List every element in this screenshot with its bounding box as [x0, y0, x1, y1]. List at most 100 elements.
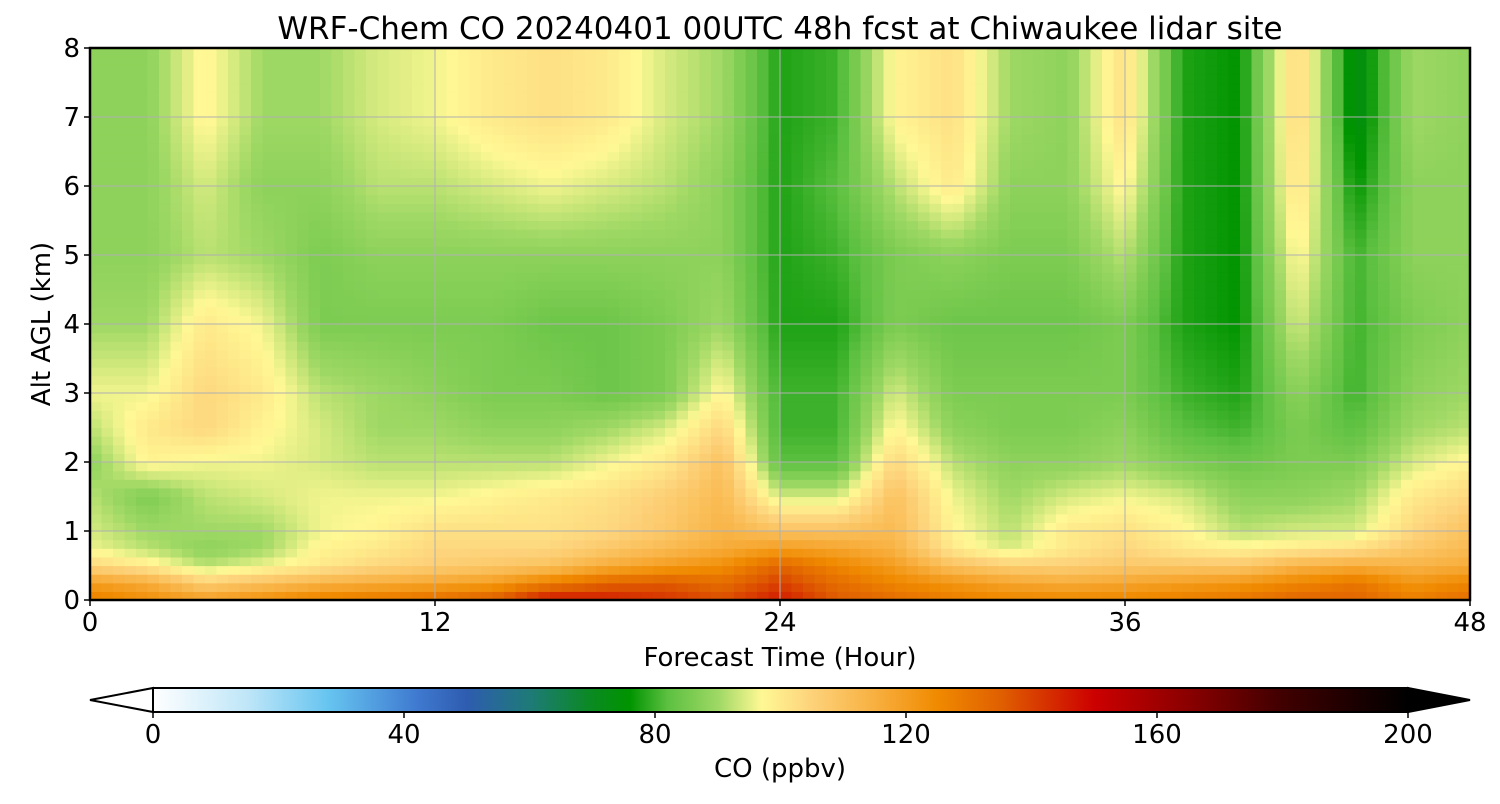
heatmap-cell — [883, 298, 896, 308]
heatmap-cell — [596, 436, 609, 446]
heatmap-cell — [757, 401, 770, 411]
heatmap-cell — [849, 117, 862, 127]
heatmap-cell — [653, 393, 666, 403]
heatmap-cell — [343, 280, 356, 291]
heatmap-cell — [964, 306, 977, 316]
heatmap-cell — [366, 505, 379, 515]
heatmap-cell — [481, 65, 494, 75]
heatmap-cell — [193, 539, 206, 549]
heatmap-cell — [377, 99, 390, 109]
heatmap-cell — [527, 91, 540, 101]
heatmap-cell — [964, 410, 977, 420]
heatmap-cell — [538, 453, 551, 463]
heatmap-cell — [619, 142, 632, 153]
heatmap-cell — [239, 306, 252, 316]
heatmap-cell — [400, 211, 413, 222]
heatmap-cell — [722, 125, 735, 135]
heatmap-cell — [791, 263, 804, 273]
heatmap-cell — [205, 315, 218, 325]
heatmap-cell — [147, 375, 160, 385]
heatmap-cell — [205, 332, 218, 342]
heatmap-cell — [435, 531, 448, 541]
heatmap-cell — [906, 531, 919, 541]
heatmap-cell — [768, 211, 781, 222]
heatmap-cell — [814, 358, 827, 368]
heatmap-cell — [803, 82, 816, 92]
heatmap-cell — [504, 367, 517, 377]
heatmap-cell — [952, 220, 965, 230]
heatmap-cell — [814, 65, 827, 75]
heatmap-cell — [573, 548, 586, 558]
heatmap-cell — [492, 367, 505, 377]
heatmap-cell — [239, 134, 252, 144]
heatmap-cell — [757, 393, 770, 403]
heatmap-cell — [205, 48, 218, 58]
heatmap-cell — [320, 117, 333, 127]
heatmap-cell — [734, 117, 747, 127]
heatmap-cell — [170, 496, 183, 506]
heatmap-cell — [400, 142, 413, 153]
heatmap-cell — [964, 229, 977, 239]
heatmap-cell — [159, 393, 172, 403]
heatmap-cell — [458, 487, 471, 498]
heatmap-cell — [285, 522, 298, 532]
heatmap-cell — [860, 82, 873, 92]
heatmap-cell — [366, 91, 379, 101]
heatmap-cell — [596, 220, 609, 230]
heatmap-cell — [251, 582, 264, 592]
heatmap-cell — [239, 591, 252, 600]
heatmap-cell — [308, 539, 321, 549]
heatmap-cell — [814, 444, 827, 454]
heatmap-cell — [331, 349, 344, 360]
heatmap-cell — [538, 108, 551, 118]
heatmap-cell — [573, 255, 586, 265]
heatmap-cell — [320, 306, 333, 316]
heatmap-cell — [423, 203, 436, 213]
heatmap-cell — [504, 151, 517, 161]
heatmap-cell — [458, 168, 471, 178]
heatmap-cell — [274, 99, 287, 109]
heatmap-cell — [780, 393, 793, 403]
heatmap-cell — [814, 306, 827, 316]
heatmap-cell — [101, 349, 114, 360]
heatmap-cell — [653, 186, 666, 196]
heatmap-cell — [929, 151, 942, 161]
heatmap-cell — [308, 203, 321, 213]
heatmap-cell — [619, 462, 632, 472]
heatmap-cell — [343, 82, 356, 92]
heatmap-cell — [435, 91, 448, 101]
heatmap-cell — [515, 272, 528, 282]
heatmap-cell — [205, 91, 218, 101]
heatmap-cell — [481, 263, 494, 273]
heatmap-cell — [193, 315, 206, 325]
heatmap-cell — [918, 56, 931, 66]
heatmap-cell — [193, 125, 206, 135]
heatmap-cell — [906, 211, 919, 222]
heatmap-cell — [837, 186, 850, 196]
heatmap-cell — [170, 548, 183, 558]
heatmap-cell — [527, 367, 540, 377]
heatmap-cell — [469, 117, 482, 127]
heatmap-cell — [699, 125, 712, 135]
heatmap-cell — [274, 65, 287, 75]
heatmap-cell — [619, 565, 632, 575]
heatmap-cell — [113, 591, 126, 600]
heatmap-cell — [630, 513, 643, 523]
heatmap-cell — [826, 531, 839, 541]
heatmap-cell — [354, 393, 367, 403]
heatmap-cell — [331, 48, 344, 58]
heatmap-cell — [550, 134, 563, 144]
heatmap-cell — [745, 548, 758, 558]
heatmap-cell — [354, 255, 367, 265]
heatmap-cell — [849, 496, 862, 506]
heatmap-cell — [757, 272, 770, 282]
heatmap-cell — [262, 315, 275, 325]
heatmap-cell — [331, 324, 344, 334]
heatmap-cell — [929, 263, 942, 273]
heatmap-cell — [170, 479, 183, 489]
heatmap-cell — [377, 280, 390, 291]
heatmap-cell — [711, 306, 724, 316]
heatmap-cell — [343, 108, 356, 118]
heatmap-cell — [561, 539, 574, 549]
heatmap-cell — [895, 444, 908, 454]
